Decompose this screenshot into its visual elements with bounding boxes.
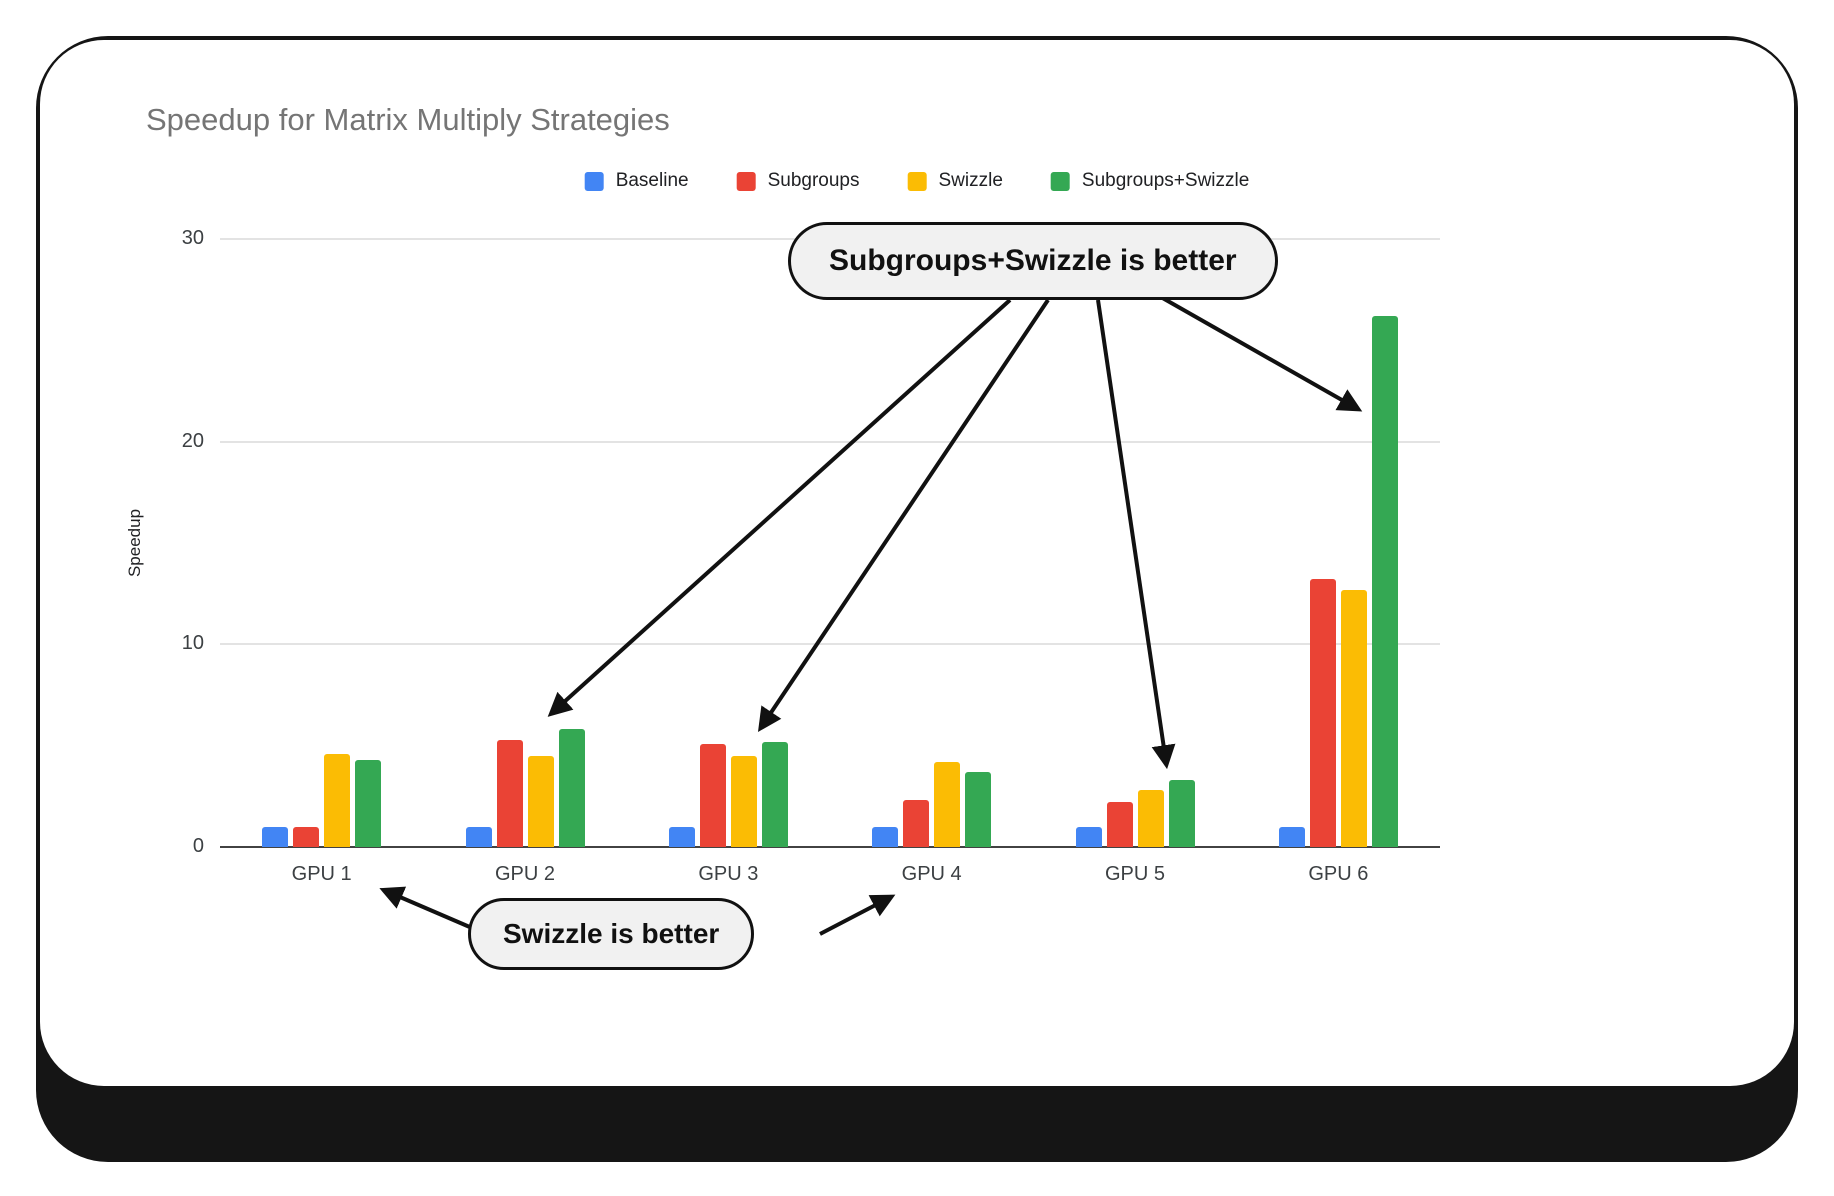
bar-gpu-3-baseline (668, 827, 695, 847)
legend-swatch-subgroups-swizzle (1050, 171, 1070, 191)
bar-gpu-5-subgroups-swizzle (1168, 780, 1195, 847)
annotation-subgroups-swizzle-better: Subgroups+Swizzle is better (788, 222, 1278, 300)
legend-item-baseline: Baseline (584, 170, 689, 192)
legend-label: Subgroups (767, 170, 860, 191)
bar-gpu-1-subgroups-swizzle (355, 760, 382, 847)
bar-gpu-1-swizzle (324, 754, 351, 847)
y-tick-label: 10 (181, 632, 204, 655)
legend-swatch-baseline (584, 171, 604, 191)
plot-area: 0 10 20 30 GPU 1 GPU 2 GPU 3 GPU 4 GPU 5 GPU 6 (40, 40, 1794, 1086)
annotation-text: Subgroups+Swizzle is better (829, 244, 1237, 277)
x-axis-label: GPU 5 (1104, 863, 1166, 885)
x-axis-label: GPU 3 (698, 863, 759, 885)
bar-gpu-4-subgroups (903, 800, 930, 847)
x-axis-label: GPU 4 (901, 863, 962, 885)
bar-gpu-3-swizzle (730, 756, 757, 847)
bar-group-gpu-4 (872, 239, 992, 847)
bar-gpu-3-subgroups-swizzle (761, 742, 788, 847)
bar-gpu-5-swizzle (1137, 790, 1164, 847)
bar-gpu-6-subgroups (1309, 579, 1336, 847)
bar-gpu-6-subgroups-swizzle (1371, 316, 1398, 847)
bar-gpu-5-baseline (1075, 827, 1102, 847)
bar-gpu-6-swizzle (1340, 590, 1367, 847)
legend-label: Swizzle (938, 170, 1003, 191)
bar-group-gpu-1 (262, 239, 382, 847)
bar-gpu-2-subgroups (496, 740, 523, 847)
bar-gpu-2-baseline (465, 827, 492, 847)
bar-gpu-1-subgroups (293, 827, 320, 847)
legend-item-subgroups: Subgroups (736, 170, 860, 192)
legend-label: Subgroups+Swizzle (1081, 170, 1250, 191)
legend-swatch-swizzle (907, 171, 927, 191)
bar-group-gpu-5 (1075, 239, 1195, 847)
chart-title: Speedup for Matrix Multiply Strategies (146, 102, 670, 137)
bar-group-gpu-2 (465, 239, 585, 847)
legend-item-subgroups-swizzle: Subgroups+Swizzle (1050, 170, 1250, 192)
x-axis-label: GPU 1 (291, 863, 352, 885)
bar-gpu-3-subgroups (699, 744, 726, 847)
x-axis-line (220, 846, 1440, 848)
bar-gpu-6-baseline (1278, 827, 1305, 847)
bar-gpu-4-swizzle (934, 762, 961, 847)
x-axis-label: GPU 2 (494, 863, 556, 885)
bar-gpu-5-subgroups (1106, 802, 1133, 847)
x-axis-label: GPU 6 (1308, 863, 1369, 885)
y-tick-label: 20 (181, 429, 204, 452)
y-tick-label: 0 (192, 835, 204, 857)
chart-card: Speedup for Matrix Multiply Strategies B… (40, 40, 1794, 1086)
legend-swatch-subgroups (736, 171, 756, 191)
bar-gpu-2-subgroups-swizzle (558, 729, 585, 847)
gridline-10 (220, 643, 1440, 646)
bar-gpu-1-baseline (262, 827, 289, 847)
annotation-swizzle-better: Swizzle is better (468, 898, 755, 970)
bar-gpu-4-baseline (872, 827, 899, 847)
y-tick-label: 30 (181, 227, 204, 249)
bar-gpu-2-swizzle (527, 756, 554, 847)
bar-group-gpu-3 (668, 239, 788, 847)
bar-gpu-4-subgroups-swizzle (965, 772, 992, 847)
bar-group-gpu-6 (1278, 239, 1398, 847)
legend-label: Baseline (615, 170, 689, 191)
legend-item-swizzle: Swizzle (907, 170, 1003, 192)
legend: Baseline Subgroups Swizzle Subgroups+Swizzl… (584, 170, 1250, 192)
gridline-20 (220, 440, 1440, 443)
annotation-text: Swizzle is better (503, 918, 720, 949)
